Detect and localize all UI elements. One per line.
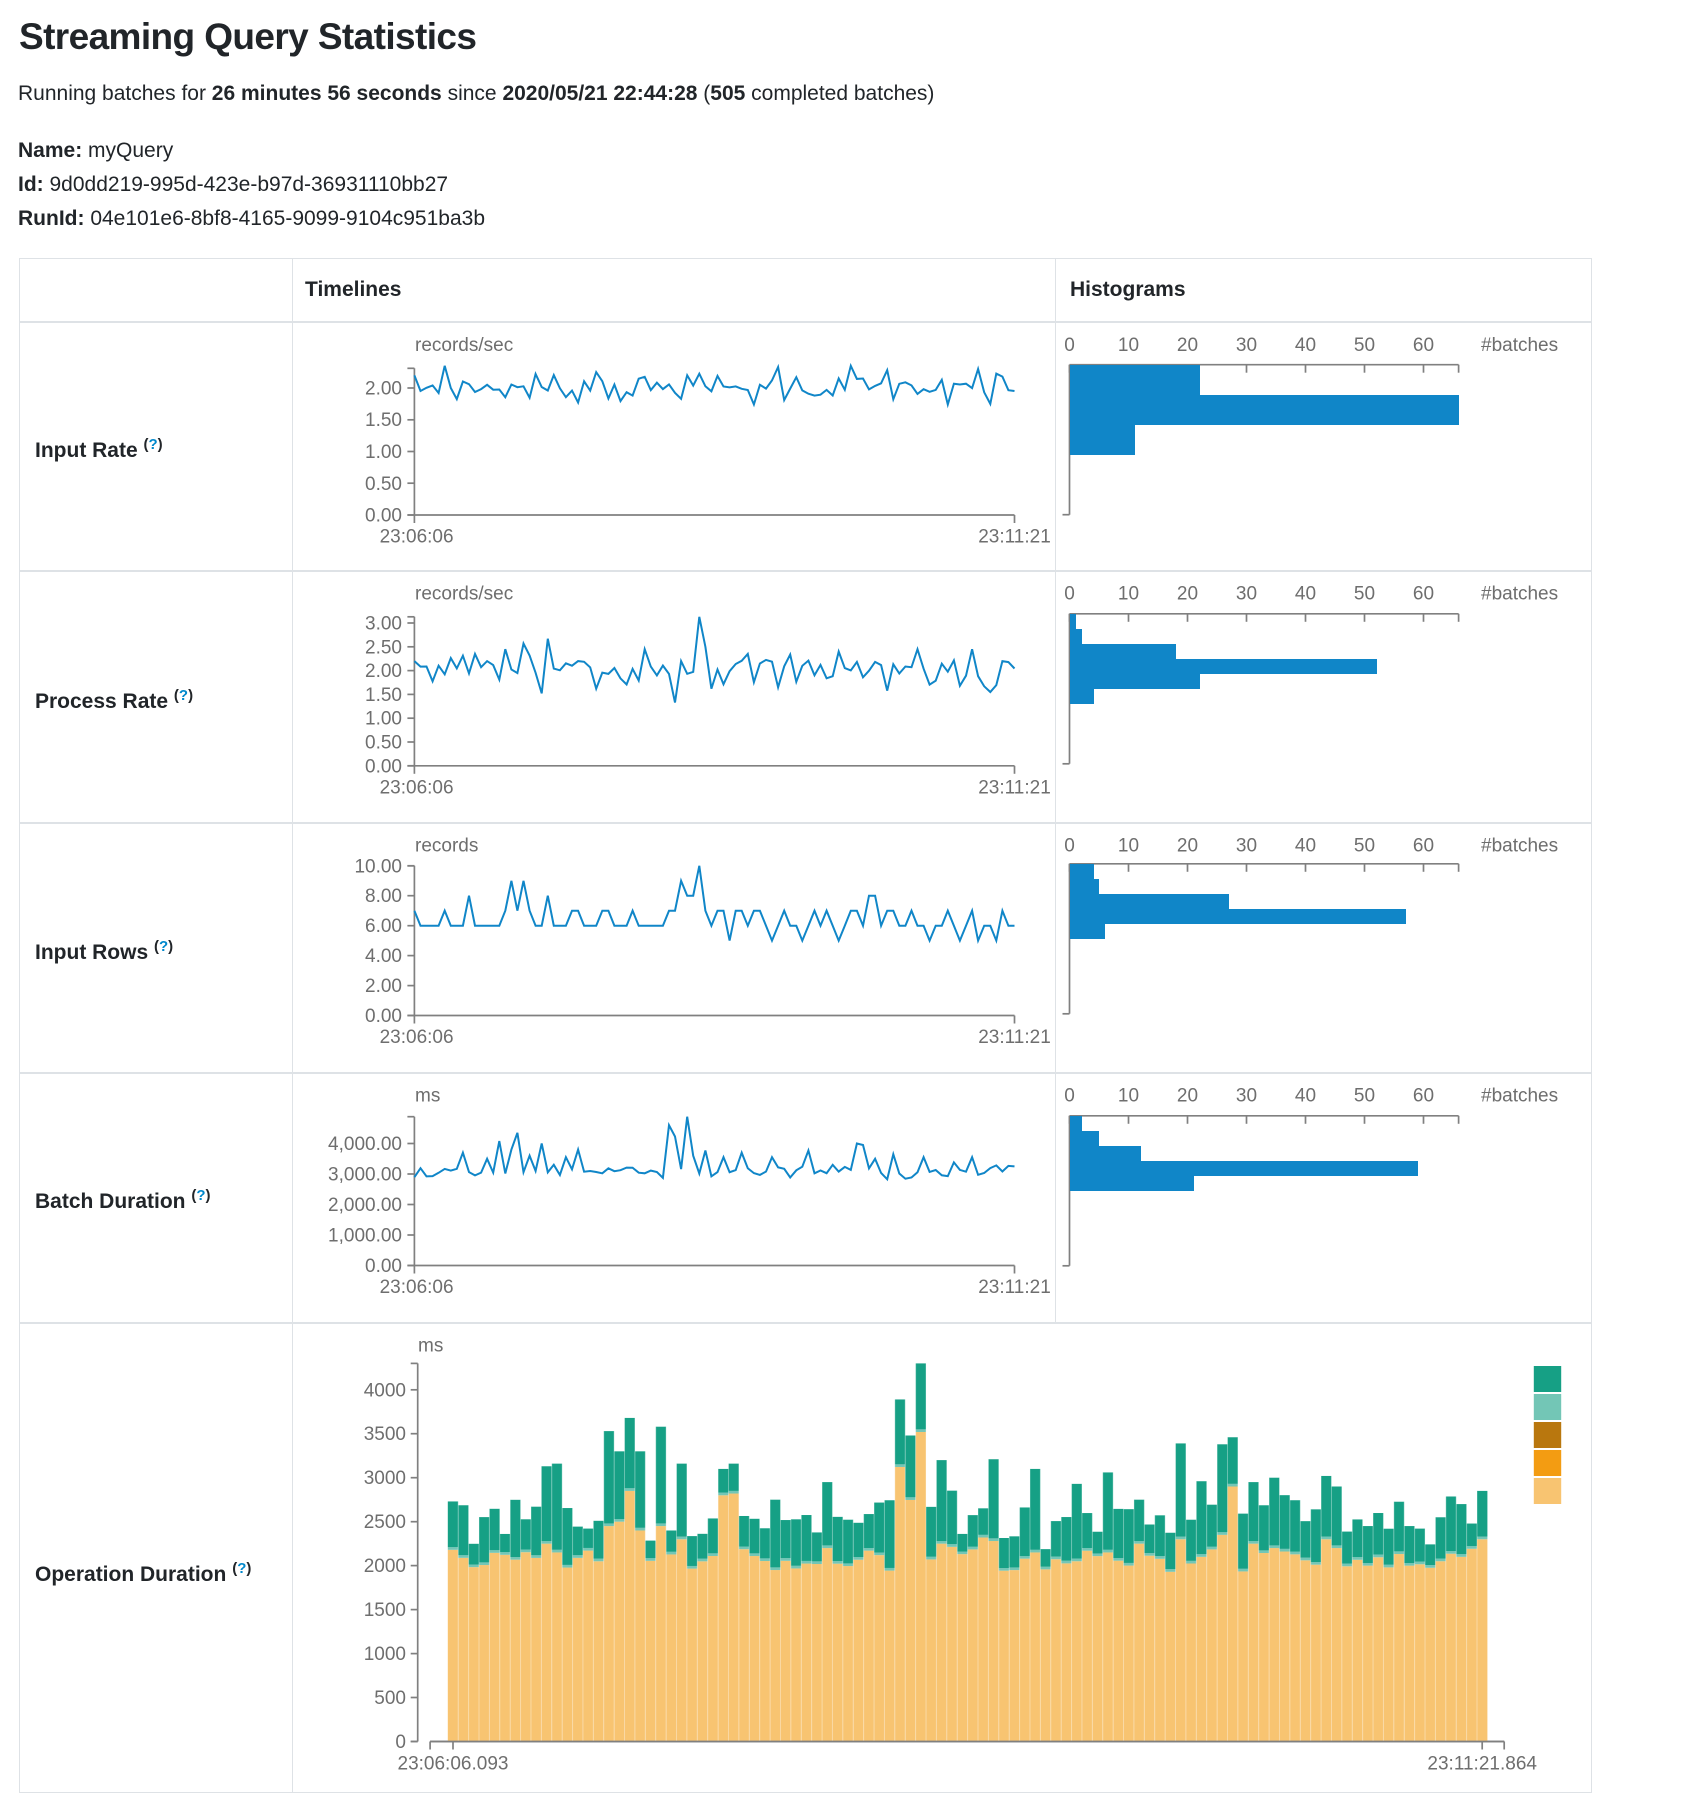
svg-text:2.00: 2.00 (365, 379, 402, 400)
svg-text:6.00: 6.00 (365, 916, 402, 937)
svg-text:1.50: 1.50 (365, 410, 402, 431)
svg-text:10: 10 (1118, 584, 1139, 605)
svg-text:10: 10 (1118, 1086, 1139, 1107)
svg-text:#batches: #batches (1481, 1086, 1558, 1107)
svg-text:1000: 1000 (364, 1644, 406, 1665)
svg-text:500: 500 (374, 1688, 406, 1709)
svg-text:50: 50 (1354, 584, 1375, 605)
svg-text:60: 60 (1413, 584, 1434, 605)
svg-text:20: 20 (1177, 1086, 1198, 1107)
svg-text:1.50: 1.50 (365, 685, 402, 706)
svg-text:10.00: 10.00 (354, 856, 402, 877)
svg-text:records/sec: records/sec (415, 584, 513, 605)
svg-text:23:06:06.093: 23:06:06.093 (398, 1754, 509, 1775)
svg-text:3,000.00: 3,000.00 (328, 1165, 402, 1186)
svg-text:50: 50 (1354, 835, 1375, 856)
svg-text:#batches: #batches (1481, 584, 1558, 605)
svg-text:23:11:21: 23:11:21 (978, 527, 1051, 548)
svg-text:20: 20 (1177, 335, 1198, 356)
svg-text:2000: 2000 (364, 1556, 406, 1577)
svg-text:0.50: 0.50 (365, 474, 402, 495)
svg-text:0.00: 0.00 (365, 1256, 402, 1277)
svg-text:2,000.00: 2,000.00 (328, 1195, 402, 1216)
svg-text:60: 60 (1413, 335, 1434, 356)
svg-text:0: 0 (395, 1732, 406, 1753)
svg-text:30: 30 (1236, 335, 1257, 356)
svg-text:1.00: 1.00 (365, 709, 402, 730)
svg-text:50: 50 (1354, 1086, 1375, 1107)
svg-text:23:11:21: 23:11:21 (978, 1277, 1051, 1298)
svg-text:4.00: 4.00 (365, 946, 402, 967)
svg-text:23:11:21: 23:11:21 (978, 1027, 1051, 1048)
svg-text:#batches: #batches (1481, 335, 1558, 356)
svg-text:30: 30 (1236, 584, 1257, 605)
svg-text:0: 0 (1064, 1086, 1075, 1107)
svg-text:20: 20 (1177, 835, 1198, 856)
svg-text:23:06:06: 23:06:06 (380, 527, 454, 548)
svg-text:0.50: 0.50 (365, 733, 402, 754)
svg-text:40: 40 (1295, 584, 1316, 605)
svg-text:23:11:21: 23:11:21 (978, 777, 1051, 798)
svg-text:30: 30 (1236, 1086, 1257, 1107)
svg-text:1,000.00: 1,000.00 (328, 1226, 402, 1247)
svg-text:10: 10 (1118, 835, 1139, 856)
svg-text:4000: 4000 (364, 1380, 406, 1401)
svg-text:records/sec: records/sec (415, 335, 513, 356)
svg-text:10: 10 (1118, 335, 1139, 356)
svg-text:60: 60 (1413, 835, 1434, 856)
svg-text:30: 30 (1236, 835, 1257, 856)
svg-text:1500: 1500 (364, 1600, 406, 1621)
svg-text:50: 50 (1354, 335, 1375, 356)
svg-text:0.00: 0.00 (365, 756, 402, 777)
svg-text:ms: ms (418, 1335, 443, 1356)
svg-text:records: records (415, 835, 478, 856)
svg-text:3.00: 3.00 (365, 614, 402, 635)
svg-text:0: 0 (1064, 335, 1075, 356)
svg-text:23:06:06: 23:06:06 (380, 1277, 454, 1298)
svg-text:20: 20 (1177, 584, 1198, 605)
svg-text:0.00: 0.00 (365, 1006, 402, 1027)
svg-text:0: 0 (1064, 584, 1075, 605)
svg-text:4,000.00: 4,000.00 (328, 1134, 402, 1155)
svg-text:40: 40 (1295, 835, 1316, 856)
svg-text:#batches: #batches (1481, 835, 1558, 856)
svg-text:40: 40 (1295, 335, 1316, 356)
svg-text:60: 60 (1413, 1086, 1434, 1107)
svg-text:40: 40 (1295, 1086, 1316, 1107)
svg-text:23:11:21.864: 23:11:21.864 (1427, 1754, 1537, 1775)
svg-text:3500: 3500 (364, 1424, 406, 1445)
svg-text:2.50: 2.50 (365, 637, 402, 658)
svg-text:23:06:06: 23:06:06 (380, 1027, 454, 1048)
svg-text:2500: 2500 (364, 1512, 406, 1533)
svg-text:0: 0 (1064, 835, 1075, 856)
svg-text:23:06:06: 23:06:06 (380, 777, 454, 798)
svg-text:1.00: 1.00 (365, 442, 402, 463)
svg-text:3000: 3000 (364, 1468, 406, 1489)
svg-text:0.00: 0.00 (365, 506, 402, 527)
svg-text:ms: ms (415, 1086, 440, 1107)
svg-text:8.00: 8.00 (365, 886, 402, 907)
svg-text:2.00: 2.00 (365, 976, 402, 997)
svg-text:2.00: 2.00 (365, 661, 402, 682)
